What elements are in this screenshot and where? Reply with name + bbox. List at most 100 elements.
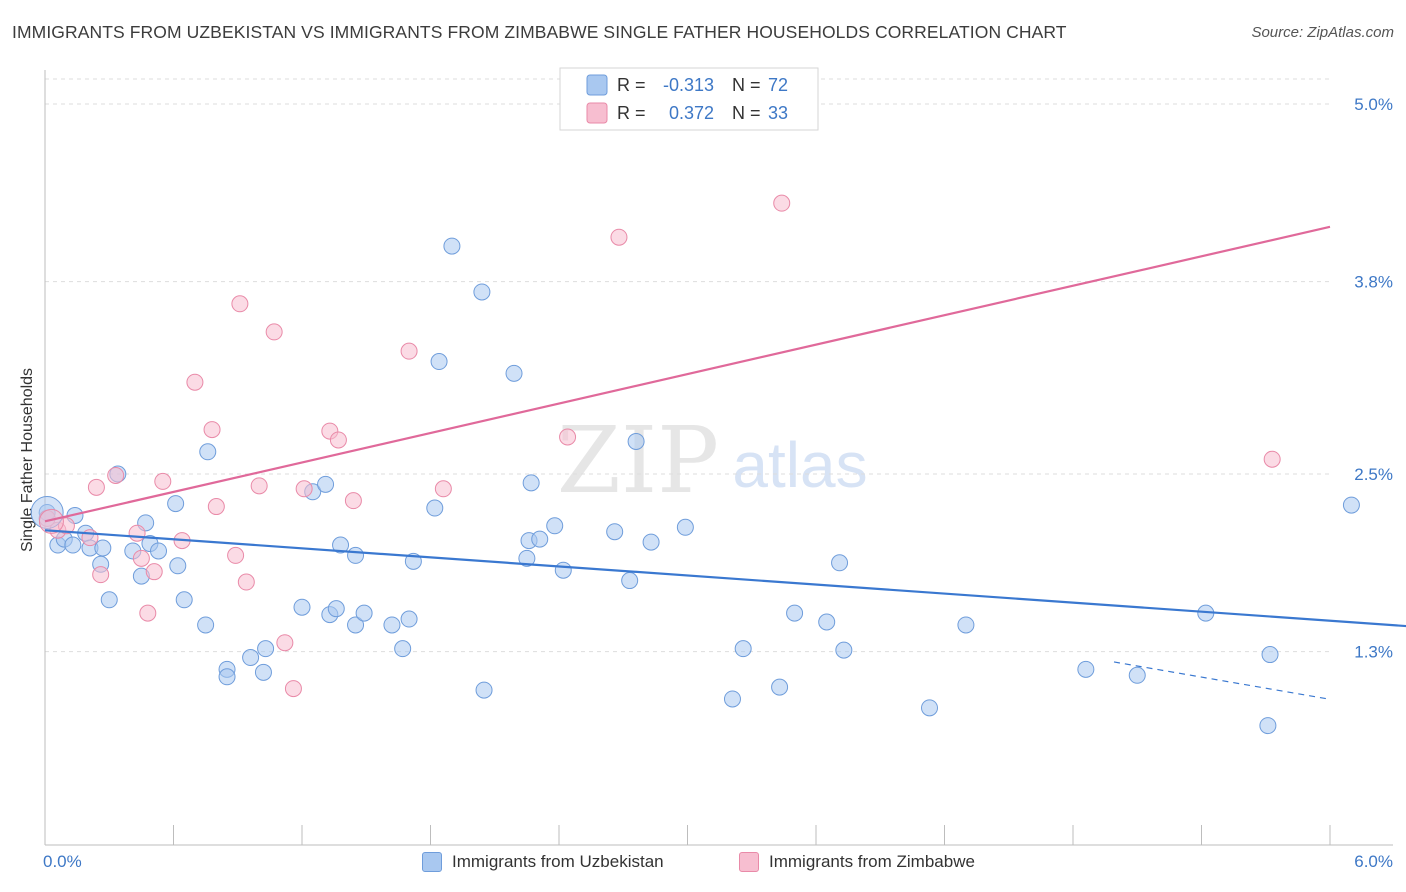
stats-r-label: R = — [617, 103, 646, 123]
point-uzbekistan — [426, 499, 444, 517]
point-zimbabwe-large — [38, 508, 64, 534]
point-zimbabwe — [139, 604, 157, 622]
point-uzbekistan — [734, 640, 752, 658]
point-uzbekistan — [621, 572, 639, 590]
point-zimbabwe — [250, 477, 268, 495]
y-tick-label: 3.8% — [1354, 273, 1393, 292]
point-zimbabwe — [203, 421, 221, 439]
point-zimbabwe — [107, 466, 125, 484]
point-uzbekistan — [921, 699, 939, 717]
point-uzbekistan — [1128, 666, 1146, 684]
legend-item-zimbabwe[interactable]: Immigrants from Zimbabwe — [739, 852, 975, 872]
point-zimbabwe — [128, 524, 146, 542]
point-uzbekistan — [531, 530, 549, 548]
point-uzbekistan — [197, 616, 215, 634]
point-uzbekistan — [400, 610, 418, 628]
point-uzbekistan — [627, 432, 645, 450]
point-zimbabwe — [295, 480, 313, 498]
point-uzbekistan — [546, 517, 564, 535]
point-uzbekistan — [199, 443, 217, 461]
watermark-atlas: atlas — [732, 429, 867, 501]
y-tick-label: 2.5% — [1354, 465, 1393, 484]
point-uzbekistan — [835, 641, 853, 659]
point-uzbekistan — [317, 475, 335, 493]
y-tick-label: 1.3% — [1354, 643, 1393, 662]
point-uzbekistan — [327, 600, 345, 618]
point-zimbabwe — [227, 546, 245, 564]
point-uzbekistan — [254, 663, 272, 681]
point-zimbabwe — [1263, 450, 1281, 468]
point-uzbekistan — [1342, 496, 1360, 514]
stats-r-value: 0.372 — [669, 103, 714, 123]
point-zimbabwe — [231, 295, 249, 313]
point-uzbekistan — [383, 616, 401, 634]
bottom-legend: Immigrants from Uzbekistan Immigrants fr… — [0, 852, 1406, 878]
point-zimbabwe — [87, 478, 105, 496]
point-uzbekistan — [100, 591, 118, 609]
point-zimbabwe — [186, 373, 204, 391]
trendline-zimbabwe — [44, 225, 1331, 523]
chart-title: IMMIGRANTS FROM UZBEKISTAN VS IMMIGRANTS… — [12, 22, 1067, 42]
point-zimbabwe — [284, 680, 302, 698]
point-uzbekistan — [347, 546, 365, 564]
point-zimbabwe — [434, 480, 452, 498]
y-tick-label: 5.0% — [1354, 95, 1393, 114]
point-zimbabwe — [132, 549, 150, 567]
point-zimbabwe — [276, 634, 294, 652]
legend-item-uzbekistan[interactable]: Immigrants from Uzbekistan — [422, 852, 664, 872]
point-uzbekistan — [957, 616, 975, 634]
point-zimbabwe — [237, 573, 255, 591]
point-uzbekistan — [475, 681, 493, 699]
legend-label-zimbabwe: Immigrants from Zimbabwe — [769, 852, 975, 871]
point-uzbekistan — [430, 353, 448, 371]
stats-n-label: N = — [732, 75, 761, 95]
point-uzbekistan — [606, 523, 624, 541]
point-uzbekistan — [473, 283, 491, 301]
point-zimbabwe — [207, 498, 225, 516]
point-uzbekistan — [522, 474, 540, 492]
point-uzbekistan — [167, 495, 185, 513]
point-uzbekistan — [257, 640, 275, 658]
trendline-uzbekistan-extension — [1113, 661, 1329, 700]
stats-r-label: R = — [617, 75, 646, 95]
legend-swatch-uzbekistan — [422, 852, 442, 872]
point-uzbekistan — [1077, 660, 1095, 678]
point-uzbekistan — [505, 364, 523, 382]
point-zimbabwe — [92, 566, 110, 584]
point-uzbekistan — [169, 557, 187, 575]
point-zimbabwe — [329, 431, 347, 449]
point-uzbekistan — [676, 518, 694, 536]
source-label: Source: ZipAtlas.com — [1251, 24, 1394, 41]
stats-n-value: 72 — [768, 75, 788, 95]
point-uzbekistan — [518, 549, 536, 567]
point-uzbekistan — [831, 554, 849, 572]
legend-swatch-zimbabwe — [739, 852, 759, 872]
point-zimbabwe — [265, 323, 283, 341]
point-uzbekistan — [150, 542, 168, 560]
point-uzbekistan — [394, 640, 412, 658]
point-uzbekistan — [1259, 717, 1277, 735]
x-tick-label-max: 6.0% — [1354, 852, 1393, 871]
point-uzbekistan — [64, 536, 82, 554]
legend-label-uzbekistan: Immigrants from Uzbekistan — [452, 852, 664, 871]
point-uzbekistan — [723, 690, 741, 708]
point-zimbabwe — [773, 194, 791, 212]
point-uzbekistan — [1261, 646, 1279, 664]
point-uzbekistan — [554, 561, 572, 579]
trendline-uzbekistan — [44, 529, 1406, 628]
point-uzbekistan — [818, 613, 836, 631]
stats-r-value: -0.313 — [663, 75, 714, 95]
point-uzbekistan — [332, 536, 350, 554]
point-zimbabwe — [154, 472, 172, 490]
point-uzbekistan — [347, 616, 365, 634]
point-uzbekistan — [175, 591, 193, 609]
point-uzbekistan — [771, 678, 789, 696]
point-uzbekistan — [293, 598, 311, 616]
stats-legend-swatch — [586, 74, 608, 96]
watermark-zip: ZIP — [557, 407, 719, 514]
x-tick-label-min: 0.0% — [43, 852, 82, 871]
point-zimbabwe — [344, 492, 362, 510]
point-uzbekistan — [242, 649, 260, 667]
point-zimbabwe — [610, 228, 628, 246]
